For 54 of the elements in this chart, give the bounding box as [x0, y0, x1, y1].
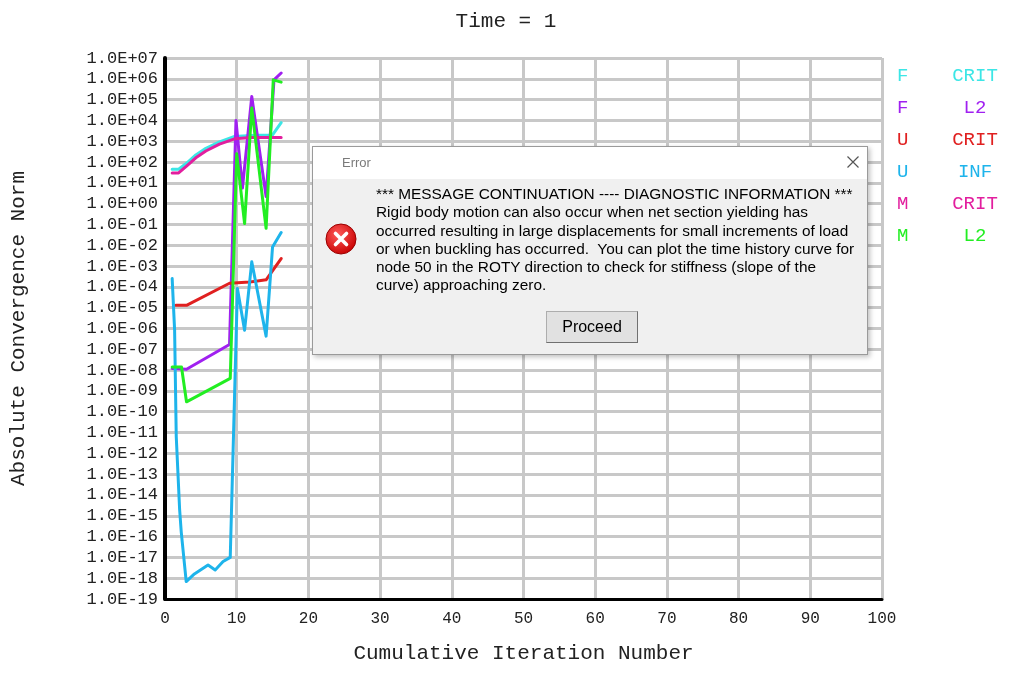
annotation: *** MESSAGE CONTINUATION ---- DIAGNOSTIC INFORMATION *** — [376, 185, 854, 204]
y-tick-label: 1.0E+02 — [86, 152, 158, 172]
annotation: Error — [342, 155, 371, 170]
y-tick-label: 1.0E-18 — [86, 568, 158, 588]
y-tick-label: 1.0E-11 — [86, 423, 158, 443]
y-tick-label: 1.0E+06 — [86, 69, 158, 89]
y-tick-label: 1.0E-13 — [86, 464, 158, 484]
text: U CRIT — [897, 128, 998, 151]
y-tick-label: 1.0E-01 — [86, 214, 158, 234]
text: F CRIT — [897, 64, 998, 87]
y-tick-label: 1.0E-19 — [86, 589, 158, 609]
x-tick-label: 100 — [867, 610, 897, 628]
y-tick-label: 1.0E-03 — [86, 256, 158, 276]
x-tick-label: 60 — [585, 610, 605, 628]
line-series — [170, 231, 283, 584]
x-tick-label: 80 — [729, 610, 749, 628]
x-tick-label: 30 — [370, 610, 390, 628]
y-tick-label: 1.0E-08 — [86, 360, 158, 380]
x-tick-label: 90 — [800, 610, 820, 628]
text: F L2 — [897, 96, 987, 119]
y-tick-label: 1.0E+05 — [86, 90, 158, 110]
x-tick-label: 40 — [442, 610, 462, 628]
y-tick-label: 1.0E-07 — [86, 339, 158, 359]
y-tick-label: 1.0E-12 — [86, 443, 158, 463]
line-series — [170, 136, 283, 175]
text: M L2 — [897, 224, 987, 247]
y-tick-label: 1.0E-17 — [86, 547, 158, 567]
y-tick-label: 1.0E+03 — [86, 131, 158, 151]
x-tick-label: 20 — [298, 610, 318, 628]
y-tick-label: 1.0E+00 — [86, 194, 158, 214]
y-tick-label: 1.0E-05 — [86, 298, 158, 318]
y-tick-label: 1.0E-06 — [86, 319, 158, 338]
x-tick-label: 0 — [160, 610, 170, 628]
y-tick-label: 1.0E-15 — [86, 506, 158, 526]
x-axis-title: Cumulative Iteration Number — [353, 642, 694, 665]
y-tick-label: 1.0E-02 — [86, 235, 158, 255]
chart-title: Time = 1 — [455, 10, 557, 33]
y-axis-title: Absolute Convergence Norm — [7, 170, 30, 487]
annotation: Rigid body motion can also occur when net section yielding has occurred resulting in large displacements for small increments of load or when buckling has occurred. You can plot the time history curve for node 50 in the ROTY direction to check for stiffness (slope of the curve) approaching zero. — [376, 203, 856, 295]
y-tick-label: 1.0E+07 — [86, 48, 158, 68]
button: Proceed — [546, 311, 638, 343]
y-tick-label: 1.0E+04 — [86, 110, 158, 130]
text: M CRIT — [897, 192, 998, 215]
y-tick-label: 1.0E-04 — [86, 277, 158, 297]
y-tick-label: 1.0E+01 — [86, 173, 158, 193]
x-tick-label: 10 — [227, 610, 247, 628]
y-tick-label: 1.0E-09 — [86, 381, 158, 401]
x-tick-label: 70 — [657, 610, 677, 628]
y-tick-label: 1.0E-14 — [86, 485, 158, 505]
x-tick-label: 50 — [513, 610, 534, 628]
text: U INF — [897, 160, 993, 183]
y-tick-label: 1.0E-10 — [86, 402, 158, 422]
y-tick-label: 1.0E-16 — [86, 527, 158, 547]
error-dialog: Error *** MESSAGE CONTINUATION ---- DIAGNOSTIC INFORMATION *** Rigid body motion can also occur when net section yielding has occurred resulting in large displacements for small increments of load or when buckling has occurred. You can plot the time history curve for node 50 in the ROTY direction to check for stiffness (slope of the curve) approaching zero. Proceed — [312, 146, 868, 355]
